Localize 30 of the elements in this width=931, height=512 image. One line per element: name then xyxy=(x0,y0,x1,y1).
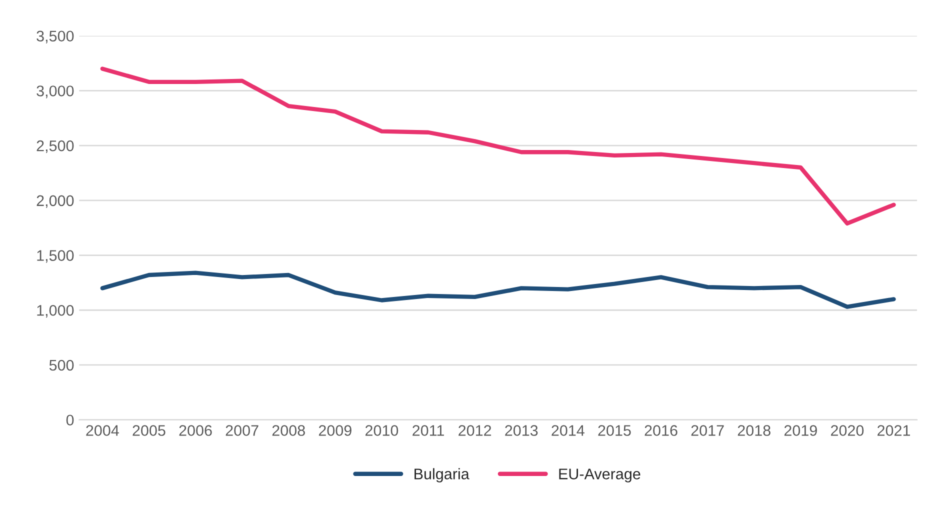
y-tick-label: 0 xyxy=(66,414,74,426)
x-tick-label: 2020 xyxy=(830,425,864,436)
x-tick-label: 2019 xyxy=(784,425,817,436)
x-tick-label: 2014 xyxy=(552,425,584,436)
x-tick-label: 2013 xyxy=(505,425,538,436)
y-tick-label: 1,500 xyxy=(37,250,74,263)
y-tick-label: 2,000 xyxy=(36,195,74,208)
x-tick-label: 2012 xyxy=(458,425,492,436)
x-tick-label: 2015 xyxy=(598,425,631,436)
y-tick-label: 1,000 xyxy=(37,304,74,318)
x-tick-label: 2021 xyxy=(878,425,910,436)
x-tick-label: 2011 xyxy=(412,425,444,436)
legend-label: EU-Average xyxy=(559,468,640,482)
x-tick-label: 2017 xyxy=(691,425,724,436)
line-series xyxy=(100,66,896,226)
x-tick-label: 2006 xyxy=(179,425,212,436)
y-tick-label: 3,500 xyxy=(36,30,74,44)
y-tick-label: 500 xyxy=(49,360,74,371)
y-tick-label: 2,500 xyxy=(36,140,74,154)
legend-label: Bulgaria xyxy=(414,468,470,482)
y-tick-label: 3,000 xyxy=(36,86,74,98)
x-tick-label: 2007 xyxy=(226,425,258,436)
x-tick-label: 2009 xyxy=(318,425,352,436)
x-tick-label: 2008 xyxy=(272,425,305,436)
x-tick-label: 2010 xyxy=(365,425,398,436)
x-tick-label: 2004 xyxy=(86,425,119,436)
x-tick-label: 2018 xyxy=(738,425,770,436)
x-tick-label: 2005 xyxy=(132,425,166,436)
line-series xyxy=(100,270,896,309)
x-tick-label: 2016 xyxy=(644,425,678,436)
